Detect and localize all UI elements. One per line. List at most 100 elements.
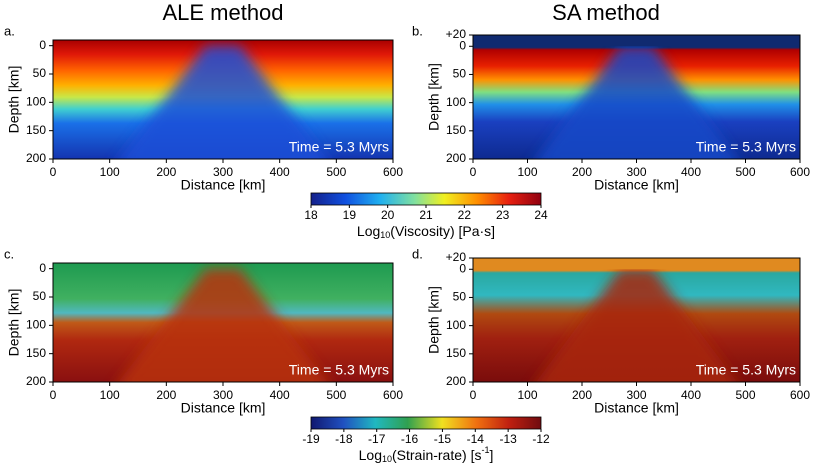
x-axis-label: Distance [km] <box>181 177 266 193</box>
x-tick-label: 500 <box>735 388 755 402</box>
x-tick-label: 600 <box>383 388 403 402</box>
y-tick-label: 50 <box>453 290 467 304</box>
top-layer <box>473 258 800 270</box>
y-tick-label: 100 <box>446 95 466 109</box>
x-tick-label: 300 <box>213 388 233 402</box>
top-layer <box>473 35 800 47</box>
y-tick-label: 200 <box>446 374 466 388</box>
colorbar-tick-label: -19 <box>302 432 320 446</box>
panel-label: b. <box>412 23 423 38</box>
x-tick-label: 300 <box>213 165 233 179</box>
y-axis-label: Depth [km] <box>426 63 442 131</box>
y-tick-label: +20 <box>446 250 467 264</box>
field <box>473 258 800 382</box>
y-tick-label: 150 <box>446 346 466 360</box>
x-tick-label: 200 <box>572 165 592 179</box>
y-tick-label: 200 <box>446 151 466 165</box>
colorbar-tick-label: 22 <box>458 208 472 222</box>
y-tick-label: +20 <box>446 27 467 41</box>
label-part: (Viscosity) [Pa·s] <box>390 223 495 239</box>
column-title: ALE method <box>162 0 283 25</box>
label-part: 10 <box>382 454 392 464</box>
label-part: -1 <box>481 445 489 455</box>
x-tick-label: 0 <box>470 388 477 402</box>
center-wedge <box>536 269 737 382</box>
panel-label: c. <box>4 246 14 261</box>
x-tick-label: 200 <box>156 388 176 402</box>
colorbar <box>310 192 542 206</box>
x-tick-label: 600 <box>383 165 403 179</box>
colorbar-tick-label: 21 <box>419 208 433 222</box>
x-axis-label: Distance [km] <box>594 177 679 193</box>
x-tick-label: 300 <box>626 388 646 402</box>
y-tick-label: 0 <box>459 261 466 275</box>
colorbar-tick-label: -13 <box>499 432 517 446</box>
column-title: SA method <box>552 0 660 25</box>
y-tick-label: 50 <box>33 66 47 80</box>
label-part: (Strain-rate) [s <box>392 447 481 463</box>
x-tick-label: 400 <box>681 165 701 179</box>
y-tick-label: 100 <box>446 318 466 332</box>
x-tick-label: 0 <box>470 165 477 179</box>
colorbar-tick-label: 23 <box>496 208 510 222</box>
time-annotation: Time = 5.3 Myrs <box>289 139 389 155</box>
y-tick-label: 0 <box>39 261 46 275</box>
colorbar-tick-label: 20 <box>381 208 395 222</box>
y-axis-label: Depth [km] <box>6 66 22 134</box>
x-axis-label: Distance [km] <box>594 400 679 416</box>
x-tick-label: 400 <box>270 388 290 402</box>
center-wedge <box>118 45 328 159</box>
x-tick-label: 200 <box>572 388 592 402</box>
time-annotation: Time = 5.3 Myrs <box>696 362 796 378</box>
y-tick-label: 100 <box>26 95 46 109</box>
colorbar-tick-label: 24 <box>534 208 548 222</box>
panel-label: d. <box>412 246 423 261</box>
label-part: 10 <box>380 230 390 240</box>
x-tick-label: 600 <box>790 388 810 402</box>
colorbar-tick-label: -12 <box>532 432 550 446</box>
colorbar-tick-label: 19 <box>343 208 357 222</box>
x-tick-label: 600 <box>790 165 810 179</box>
y-tick-label: 100 <box>26 318 46 332</box>
y-axis-label: Depth [km] <box>6 289 22 357</box>
panel-label: a. <box>4 23 15 38</box>
colorbar-tick-label: -14 <box>467 432 485 446</box>
x-tick-label: 0 <box>50 165 57 179</box>
label-part: ] <box>489 447 493 463</box>
y-tick-label: 200 <box>26 374 46 388</box>
colorbar <box>310 416 542 430</box>
label-part: Log <box>357 223 380 239</box>
x-tick-label: 500 <box>326 165 346 179</box>
y-tick-label: 50 <box>33 289 47 303</box>
time-annotation: Time = 5.3 Myrs <box>289 362 389 378</box>
x-tick-label: 400 <box>270 165 290 179</box>
y-axis-label: Depth [km] <box>426 286 442 354</box>
field <box>473 35 800 159</box>
time-annotation: Time = 5.3 Myrs <box>696 139 796 155</box>
colorbar-label: Log10(Strain-rate) [s-1] <box>359 445 494 464</box>
colorbar-tick-label: -17 <box>368 432 386 446</box>
x-tick-label: 200 <box>156 165 176 179</box>
y-tick-label: 0 <box>39 38 46 52</box>
y-tick-label: 150 <box>446 123 466 137</box>
colorbar-label: Log10(Viscosity) [Pa·s] <box>357 223 495 241</box>
colorbar-tick-label: -18 <box>335 432 353 446</box>
colorbar-tick-label: -16 <box>401 432 419 446</box>
center-wedge <box>118 268 328 382</box>
x-tick-label: 0 <box>50 388 57 402</box>
x-axis-label: Distance [km] <box>181 400 266 416</box>
y-tick-label: 150 <box>26 346 46 360</box>
x-tick-label: 100 <box>100 388 120 402</box>
y-tick-label: 0 <box>459 38 466 52</box>
y-tick-label: 200 <box>26 151 46 165</box>
colorbar-tick-label: -15 <box>434 432 452 446</box>
y-tick-label: 150 <box>26 123 46 137</box>
label-part: Log <box>359 447 382 463</box>
x-tick-label: 400 <box>681 388 701 402</box>
x-tick-label: 500 <box>326 388 346 402</box>
x-tick-label: 100 <box>517 388 537 402</box>
x-tick-label: 100 <box>517 165 537 179</box>
x-tick-label: 500 <box>735 165 755 179</box>
x-tick-label: 100 <box>100 165 120 179</box>
